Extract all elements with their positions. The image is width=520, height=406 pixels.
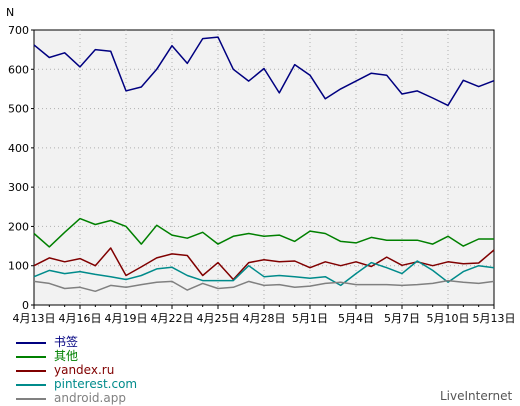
- legend-label: 书签: [54, 335, 79, 349]
- y-tick-label: 600: [8, 63, 29, 76]
- x-tick-label: 4月25日: [197, 312, 240, 325]
- y-tick-label: 100: [8, 260, 29, 273]
- x-tick-label: 4月13日: [13, 312, 56, 325]
- series-line-3: [33, 260, 495, 287]
- legend-swatch: [16, 398, 46, 400]
- series-line-4: [33, 279, 495, 293]
- x-tick-label: 5月4日: [338, 312, 374, 325]
- y-tick-label: 200: [8, 220, 29, 233]
- y-tick-label: 400: [8, 142, 29, 155]
- y-tick-label: 300: [8, 181, 29, 194]
- legend-label: yandex.ru: [54, 363, 115, 377]
- series-line-0: [33, 36, 495, 107]
- legend-label: 其他: [54, 349, 79, 363]
- series-line-1: [33, 217, 494, 248]
- x-tick-label: 4月28日: [243, 312, 286, 325]
- legend-swatch: [16, 356, 46, 358]
- legend-label: pinterest.com: [54, 377, 138, 391]
- x-tick-label: 5月13日: [473, 312, 516, 325]
- y-tick-label: 700: [8, 24, 29, 37]
- y-tick-label: 0: [22, 299, 29, 312]
- brand-label: LiveInternet: [440, 389, 513, 403]
- x-tick-label: 5月7日: [384, 312, 420, 325]
- legend-swatch: [16, 370, 46, 372]
- grid-lines: [34, 30, 494, 305]
- x-tick-label: 5月10日: [427, 312, 470, 325]
- series-lines: [33, 36, 495, 293]
- legend-swatch: [16, 384, 46, 386]
- y-axis-label: N: [6, 6, 14, 19]
- x-tick-label: 4月16日: [59, 312, 102, 325]
- x-tick-label: 4月19日: [105, 312, 148, 325]
- x-tick-label: 5月1日: [292, 312, 328, 325]
- legend-swatch: [16, 342, 46, 344]
- legend-label: android.app: [54, 391, 126, 405]
- x-tick-label: 4月22日: [151, 312, 194, 325]
- y-tick-label: 500: [8, 103, 29, 116]
